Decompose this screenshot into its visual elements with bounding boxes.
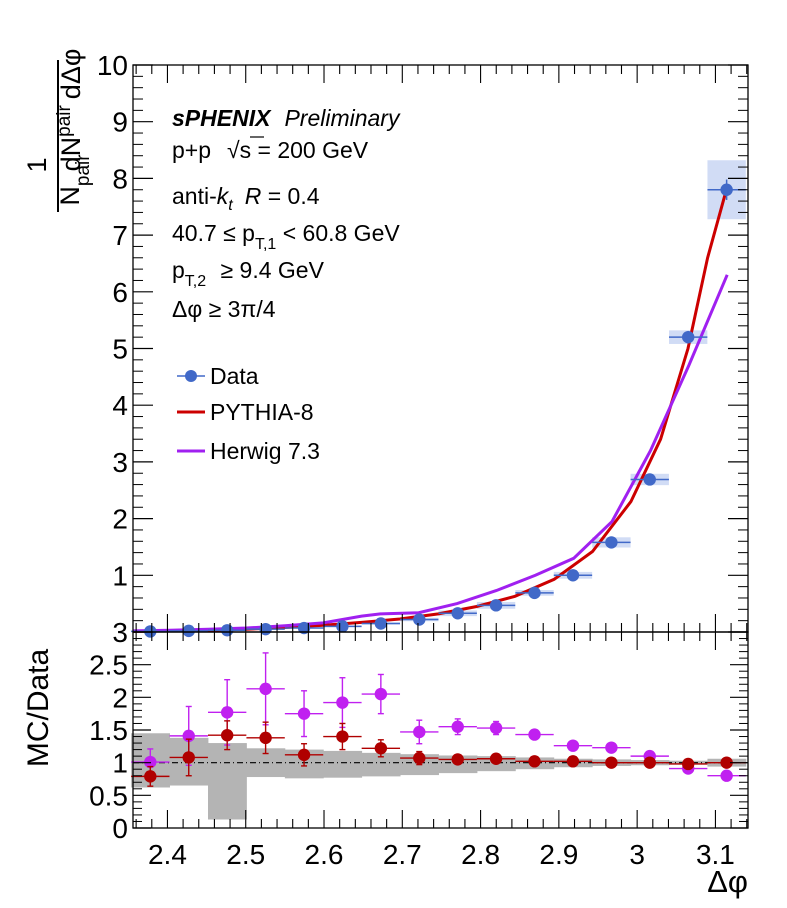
jet-algorithm-label: anti-kt R = 0.4 <box>172 183 320 214</box>
main-ytick-label: 1 <box>112 560 128 591</box>
pythia-ratio-point <box>451 753 464 766</box>
ratio-ytick-label: 1.5 <box>89 715 128 746</box>
herwig-ratio-point <box>605 741 618 754</box>
x-tick-label: 2.8 <box>461 839 500 870</box>
main-frame <box>132 64 749 633</box>
main-ytick-label: 7 <box>112 220 128 251</box>
ratio-ytick-label: 0.5 <box>89 780 128 811</box>
legend-item-data: Data <box>177 363 259 389</box>
pythia-ratio-point <box>144 770 157 783</box>
main-ytick-label: 4 <box>112 390 128 421</box>
subleading-pt-cut: pT,2 ≥ 9.4 GeV <box>172 257 325 290</box>
ratio-ytick-label: 0 <box>112 813 128 844</box>
x-tick-label: 2.6 <box>305 839 344 870</box>
data-point <box>413 613 426 626</box>
pythia-ratio-point <box>220 729 234 742</box>
x-tick-label: 2.4 <box>148 839 187 870</box>
herwig-curve <box>132 274 729 633</box>
main-ytick-label: 2 <box>112 504 128 535</box>
x-tick-label: 2.9 <box>539 839 578 870</box>
data-point <box>566 569 580 582</box>
legend-item-pythia: PYTHIA-8 <box>177 399 314 425</box>
data-point <box>451 607 464 620</box>
dphi-cut: Δφ ≥ 3π/4 <box>172 296 276 322</box>
legend: Data PYTHIA-8 Herwig 7.3 <box>177 363 320 464</box>
pythia-ratio-point <box>259 731 272 745</box>
ratio-ytick-label: 3 <box>112 617 128 648</box>
ratio-y-axis-label: MC/Data <box>22 649 55 768</box>
herwig-ratio-point <box>297 707 311 720</box>
main-ytick-label: 10 <box>97 50 128 81</box>
pythia-ratio-point <box>566 755 580 768</box>
pythia-ratio-point <box>413 751 426 765</box>
herwig-ratio-point <box>144 755 157 769</box>
ratio-ytick-label: 1 <box>112 748 128 779</box>
herwig-ratio-point <box>489 721 503 735</box>
x-tick-label: 2.5 <box>226 839 265 870</box>
main-ytick-label: 3 <box>112 447 128 478</box>
ratio-ytick-label: 2 <box>112 682 128 713</box>
main-panel: 1 2 3 4 5 6 7 8 9 10 <box>97 50 749 638</box>
experiment-label: sPHENIX Preliminary <box>172 105 401 131</box>
x-tick-label: 2.7 <box>383 839 422 870</box>
ratio-panel: 00.511.522.532.4 2.5 2.6 2.7 2.8 2.9 3 3.1 <box>89 617 749 870</box>
herwig-ratio-point <box>528 728 541 741</box>
x-axis-label: Δφ <box>707 864 748 899</box>
x-tick-label: 3 <box>629 839 645 870</box>
herwig-ratio-point <box>336 696 349 709</box>
ratio-uncertainty-band <box>207 743 247 820</box>
herwig-ratio-point <box>413 725 426 739</box>
herwig-ratio-point <box>220 706 234 719</box>
data-point <box>720 183 733 196</box>
leading-pt-cut: 40.7 ≤ pT,1 < 60.8 GeV <box>172 220 400 253</box>
legend-label-pythia: PYTHIA-8 <box>210 399 314 425</box>
data-point <box>605 536 618 549</box>
herwig-ratio-point <box>374 687 388 701</box>
pythia-ratio-point <box>528 755 541 768</box>
data-point <box>297 621 311 635</box>
ratio-ytick-label: 2.5 <box>89 650 128 681</box>
pythia-ratio-point <box>720 756 733 769</box>
main-y-axis-label: dNpairdΔφ 1 Npair <box>22 49 94 212</box>
herwig-ratio-point <box>566 739 580 752</box>
data-point <box>220 624 234 637</box>
herwig-ratio-point <box>259 682 272 696</box>
pythia-ratio-point <box>681 757 695 771</box>
pythia-ratio-point <box>297 748 311 762</box>
ylabel-numerator: dNpairdΔφ <box>54 49 86 172</box>
ratio-uncertainty-band <box>361 752 401 777</box>
legend-label-herwig: Herwig 7.3 <box>210 438 320 464</box>
pythia-ratio-point <box>643 756 656 769</box>
ylabel-one: 1 <box>22 157 52 172</box>
data-point <box>681 330 695 344</box>
data-point <box>643 473 656 486</box>
pythia-ratio-point <box>374 742 388 755</box>
pythia-ratio-point <box>489 752 503 765</box>
data-point <box>528 586 541 600</box>
legend-label-data: Data <box>210 363 259 389</box>
collision-system-label: p+p √s = 200 GeV <box>172 137 369 163</box>
annotation-block: sPHENIX Preliminary p+p √s = 200 GeV anti-… <box>172 105 401 322</box>
legend-data-marker <box>185 370 197 382</box>
herwig-ratio-point <box>451 720 464 733</box>
legend-item-herwig: Herwig 7.3 <box>177 438 320 464</box>
ratio-uncertainty-band <box>323 750 363 778</box>
main-ytick-label: 6 <box>112 277 128 308</box>
pythia-ratio-point <box>182 751 195 764</box>
main-ytick-label: 9 <box>112 107 128 138</box>
ylabel-denominator: Npair <box>55 154 94 206</box>
x-tick-label: 3.1 <box>696 839 735 870</box>
main-ytick-label: 8 <box>112 163 128 194</box>
herwig-ratio-point <box>720 769 733 782</box>
data-point <box>374 617 388 630</box>
pythia-ratio-point <box>605 756 618 769</box>
main-ytick-label: 5 <box>112 334 128 365</box>
herwig-ratio-point <box>182 729 195 743</box>
data-point <box>182 624 195 638</box>
data-point <box>336 620 349 633</box>
pythia-ratio-point <box>336 730 349 743</box>
data-point <box>489 599 503 612</box>
